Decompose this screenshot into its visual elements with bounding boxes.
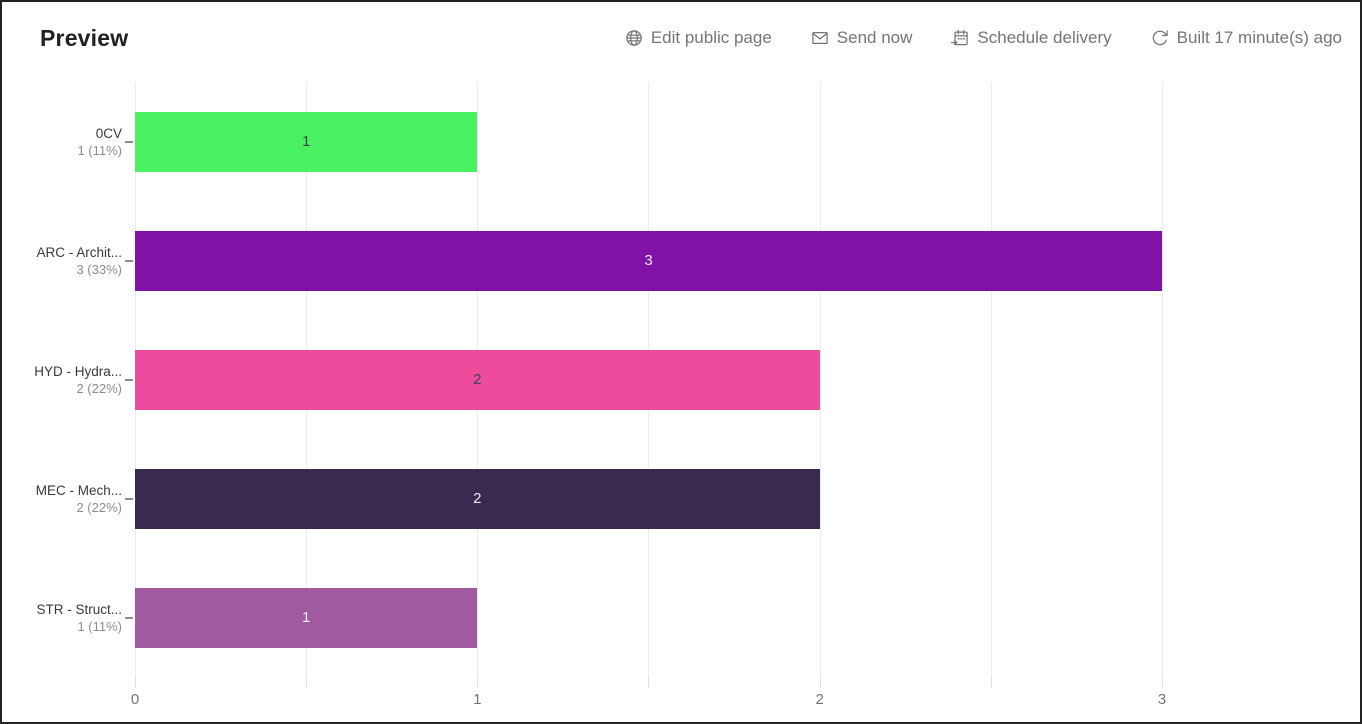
category-count-percent: 2 (22%) <box>76 380 122 396</box>
chart-gridline <box>1161 82 1163 677</box>
y-axis-tick <box>125 616 133 619</box>
y-axis-category-label: 0CV 1 (11%) <box>10 125 122 159</box>
y-axis-category-label: MEC - Mech... 2 (22%) <box>10 482 122 516</box>
category-count-percent: 2 (22%) <box>76 499 122 515</box>
x-axis-tick <box>135 677 136 687</box>
category-name: HYD - Hydra... <box>34 363 122 379</box>
x-axis-tick-label: 3 <box>1157 691 1167 708</box>
rebuild-button[interactable]: Built 17 minute(s) ago <box>1150 28 1342 48</box>
page-title: Preview <box>40 24 129 51</box>
bar-str[interactable]: 1 <box>135 587 478 648</box>
calendar-schedule-icon <box>951 29 969 46</box>
category-name: MEC - Mech... <box>35 482 122 498</box>
y-axis-category-label: HYD - Hydra... 2 (22%) <box>10 363 122 397</box>
action-label: Edit public page <box>650 28 772 47</box>
bar-value-label: 2 <box>473 371 482 388</box>
y-axis-tick <box>125 140 133 143</box>
x-axis-tick <box>819 677 821 687</box>
bar-mec[interactable]: 2 <box>135 468 820 529</box>
y-axis-category-label: ARC - Archit... 3 (33%) <box>10 244 122 278</box>
category-count-percent: 1 (11%) <box>77 618 122 634</box>
action-label: Schedule delivery <box>977 28 1112 47</box>
header: Preview Edit public page Send now <box>2 2 1360 74</box>
x-axis-tick <box>990 677 992 687</box>
schedule-delivery-button[interactable]: Schedule delivery <box>950 28 1112 48</box>
x-axis-tick-label: 0 <box>130 691 140 708</box>
category-name: ARC - Archit... <box>36 244 122 260</box>
send-now-button[interactable]: Send now <box>810 28 913 48</box>
chart-gridline <box>990 82 992 677</box>
x-axis-tick <box>306 677 308 687</box>
bar-value-label: 1 <box>301 609 311 626</box>
bar-arc[interactable]: 3 <box>135 230 1162 291</box>
y-axis-tick <box>125 378 133 381</box>
y-axis-tick <box>125 259 133 262</box>
header-actions: Edit public page Send now <box>624 28 1342 48</box>
category-count-percent: 3 (33%) <box>76 261 122 277</box>
bar-chart: 0 1 2 3 0CV 1 (11%) 1 ARC - Archit... 3 (33%) 3 HY… <box>2 74 1360 722</box>
bar-hyd[interactable]: 2 <box>135 349 820 410</box>
y-axis-category-label: STR - Struct... 1 (11%) <box>10 601 122 635</box>
edit-public-page-button[interactable]: Edit public page <box>624 28 772 48</box>
category-count-percent: 1 (11%) <box>77 142 122 158</box>
bar-value-label: 3 <box>644 252 653 269</box>
bar-0cv[interactable]: 1 <box>135 111 478 172</box>
y-axis-tick <box>125 497 133 500</box>
action-label: Send now <box>836 28 913 47</box>
refresh-icon <box>1152 30 1168 46</box>
x-axis-tick-label: 1 <box>473 691 482 708</box>
bar-value-label: 1 <box>301 133 311 150</box>
x-axis-tick <box>477 677 479 687</box>
bar-value-label: 2 <box>473 490 482 507</box>
envelope-icon <box>812 31 828 45</box>
globe-icon <box>626 30 642 46</box>
category-name: 0CV <box>95 125 122 141</box>
x-axis-tick <box>648 677 650 687</box>
action-label: Built 17 minute(s) ago <box>1176 28 1342 47</box>
chart-gridline <box>819 82 821 677</box>
category-name: STR - Struct... <box>36 601 122 617</box>
x-axis-tick-label: 2 <box>815 691 824 708</box>
x-axis-tick <box>1161 677 1163 687</box>
